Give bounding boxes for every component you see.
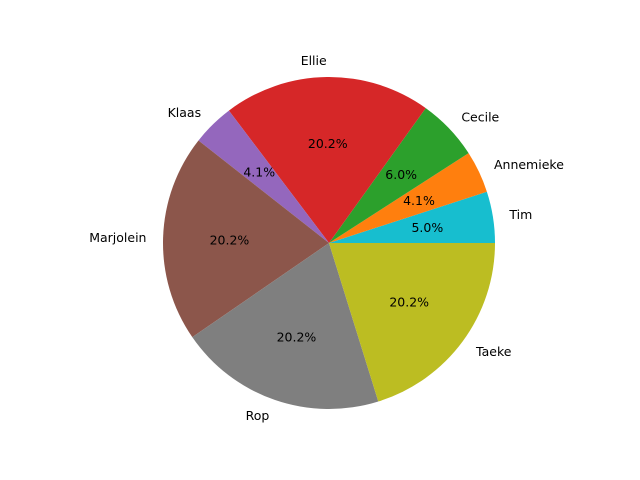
pie-slice-cecile [329, 108, 469, 243]
labels-layer: Tim 5.0% Annemieke 4.1% Cecile 6.0% Ellie 20.2%… [89, 53, 564, 423]
slice-label-annemieke: Annemieke [494, 157, 564, 172]
slice-label-cecile: Cecile [461, 110, 499, 125]
pie-slice-klaas [198, 110, 329, 243]
slice-label-rop: Rop [246, 408, 270, 423]
pct-label-cecile: 6.0% [385, 167, 417, 182]
pct-label-klaas: 4.1% [243, 164, 275, 179]
pct-label-annemieke: 4.1% [403, 193, 435, 208]
slice-label-tim: Tim [508, 207, 532, 222]
pct-label-rop: 20.2% [277, 330, 317, 345]
pie-slice-annemieke [329, 153, 487, 243]
slice-label-taeke: Taeke [475, 344, 512, 359]
slice-label-marjolein: Marjolein [89, 230, 146, 245]
pct-label-ellie: 20.2% [308, 136, 348, 151]
pie-slice-rop [192, 243, 379, 410]
slices-layer [163, 76, 495, 410]
pie-slice-taeke [329, 243, 495, 402]
slice-label-klaas: Klaas [168, 105, 202, 120]
pie-slice-tim [329, 191, 495, 243]
pct-label-taeke: 20.2% [389, 295, 429, 310]
pct-label-tim: 5.0% [411, 220, 443, 235]
pie-slice-marjolein [163, 140, 329, 338]
pie-slice-ellie [228, 76, 426, 243]
slice-label-ellie: Ellie [301, 53, 327, 68]
pct-label-marjolein: 20.2% [210, 232, 250, 247]
